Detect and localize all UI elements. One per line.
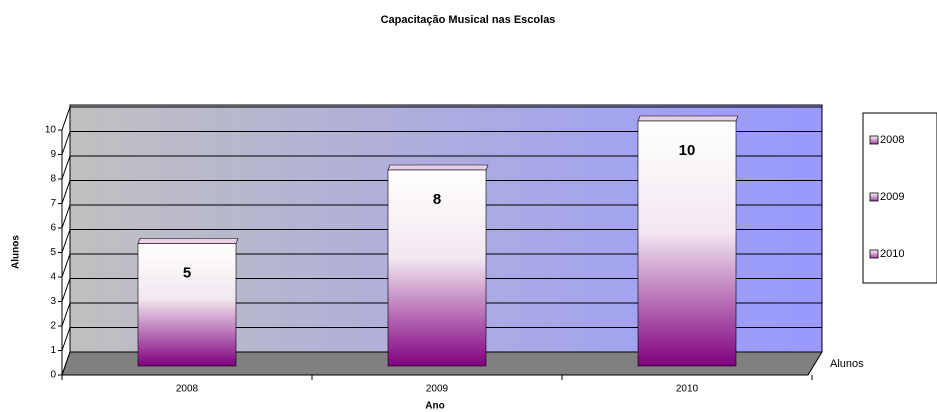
chart-title: Capacitação Musical nas Escolas [381, 14, 556, 26]
y-tick-label: 8 [50, 174, 56, 185]
depth-tick [61, 106, 71, 131]
y-tick-label: 6 [50, 223, 56, 234]
depth-tick [61, 327, 71, 351]
legend-label: 2009 [880, 191, 904, 203]
y-tick-label: 10 [45, 125, 57, 136]
depth-tick [61, 253, 71, 278]
x-tick-label: 2010 [676, 384, 699, 395]
y-tick-label: 7 [50, 198, 56, 209]
depth-tick [61, 278, 71, 302]
y-axis-label: Alunos [11, 235, 22, 269]
y-tick-label: 5 [50, 247, 56, 258]
depth-tick [61, 155, 71, 180]
legend-label: 2010 [880, 248, 904, 260]
legend-marker [869, 192, 879, 202]
depth-tick [61, 229, 71, 253]
depth-tick [61, 180, 71, 204]
x-tick-label: 2009 [426, 384, 449, 395]
y-tick-label: 4 [50, 272, 56, 283]
data-label: 8 [433, 191, 441, 208]
data-label: 5 [183, 264, 191, 281]
y-tick-label: 0 [50, 370, 56, 381]
depth-tick [61, 351, 71, 376]
legend-label: 2008 [880, 134, 904, 146]
x-axis-label: Ano [425, 401, 444, 412]
depth-tick [61, 204, 71, 229]
bar-top [137, 238, 239, 244]
bar-top [637, 115, 739, 122]
depth-tick [61, 131, 71, 155]
y-tick-label: 1 [50, 345, 56, 356]
bar [137, 243, 237, 367]
y-tick-label: 2 [50, 321, 56, 332]
x-tick-label: 2008 [176, 384, 199, 395]
data-label: 10 [679, 142, 696, 159]
legend-marker [869, 135, 879, 145]
depth-tick [61, 302, 71, 327]
bar [637, 120, 737, 367]
bar [387, 169, 487, 367]
y-tick-label: 3 [50, 296, 56, 307]
series-label: Alunos [830, 358, 864, 370]
bar-top [387, 164, 489, 171]
y-tick-label: 9 [50, 149, 56, 160]
legend-marker [869, 249, 879, 259]
